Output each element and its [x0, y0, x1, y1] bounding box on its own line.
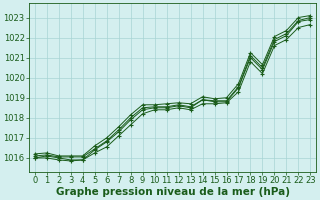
X-axis label: Graphe pression niveau de la mer (hPa): Graphe pression niveau de la mer (hPa) — [56, 187, 290, 197]
